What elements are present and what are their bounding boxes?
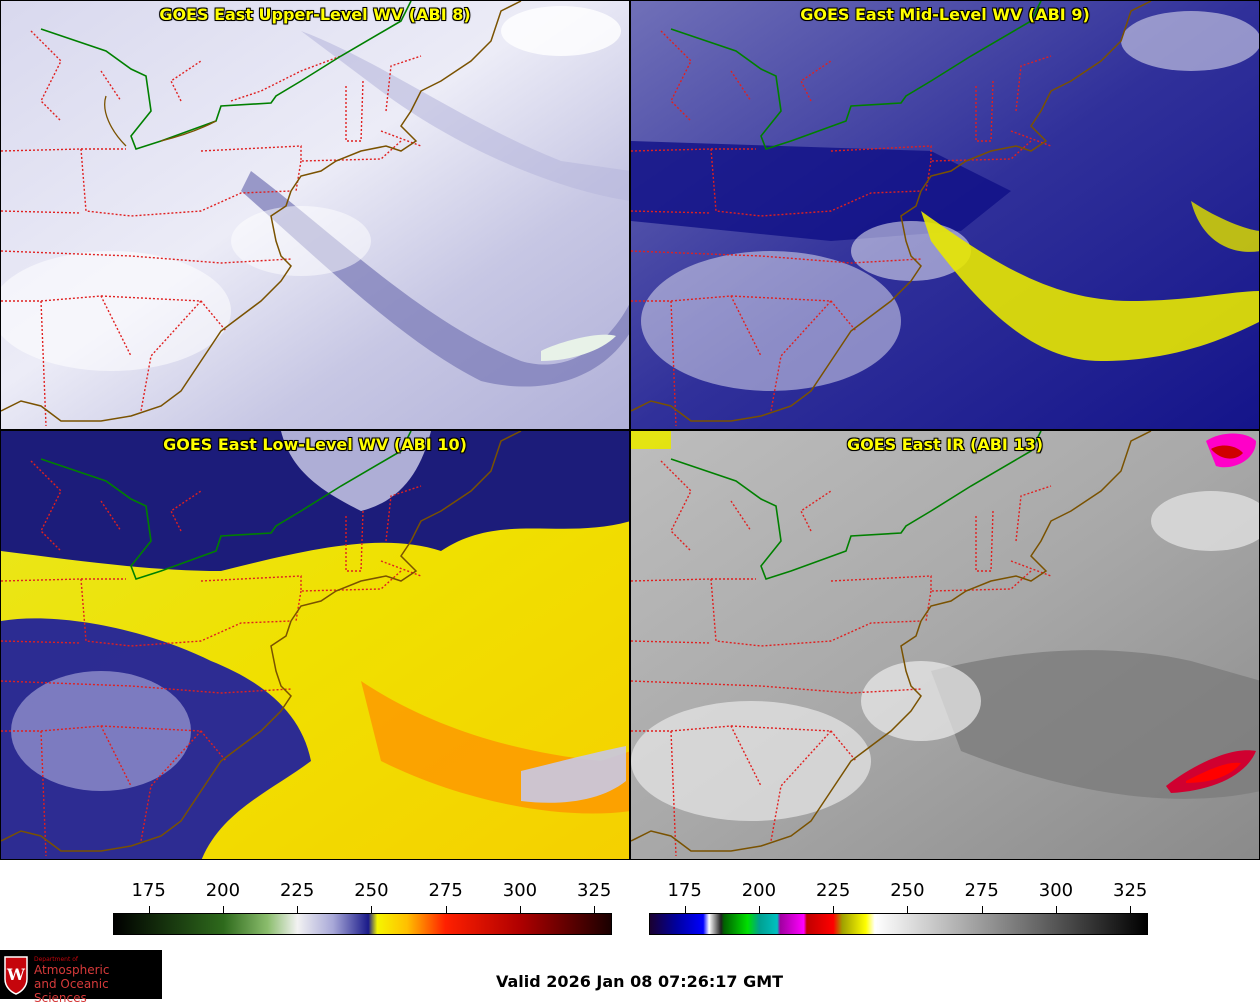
wv-tick-mark xyxy=(445,906,447,913)
ir-colorbar-gradient xyxy=(649,913,1148,935)
ir-tick-label: 250 xyxy=(890,880,925,901)
valid-time: Valid 2026 Jan 08 07:26:17 GMT xyxy=(496,972,784,991)
panel-title: GOES East Mid-Level WV (ABI 9) xyxy=(800,5,1090,24)
panel-title: GOES East IR (ABI 13) xyxy=(846,435,1044,454)
wv-tick-label: 225 xyxy=(279,880,315,901)
panel-low-level-wv: GOES East Low-Level WV (ABI 10) xyxy=(0,430,630,860)
wv-tick-label: 325 xyxy=(576,880,612,901)
wv-tick-mark xyxy=(222,906,224,913)
wv-tick-mark xyxy=(594,906,596,913)
panel-ir: GOES East IR (ABI 13) xyxy=(630,430,1260,860)
wv-tick-mark xyxy=(148,906,150,913)
coastline xyxy=(1,1,522,422)
low-level-wv-image xyxy=(1,431,629,859)
wv-tick-mark xyxy=(297,906,299,913)
state-borders xyxy=(1,30,422,427)
aos-logo: W Department of Atmospheric and Oceanic … xyxy=(0,950,162,1005)
ir-tick-mark xyxy=(1130,906,1132,913)
logo-oceanic: and Oceanic Sciences xyxy=(34,977,109,1005)
state-borders xyxy=(631,30,1052,427)
panel-title: GOES East Upper-Level WV (ABI 8) xyxy=(159,5,471,24)
coastline xyxy=(631,1,1152,422)
ir-tick-label: 300 xyxy=(1038,880,1074,901)
ir-colorbar-ticks: 175 200 225 250 275 300 325 xyxy=(649,878,1148,912)
ir-tick-mark xyxy=(907,906,909,913)
ir-tick-mark xyxy=(833,906,835,913)
panel-mid-level-wv: GOES East Mid-Level WV (ABI 9) xyxy=(630,0,1260,430)
ir-tick-label: 275 xyxy=(964,880,999,901)
panel-title: GOES East Low-Level WV (ABI 10) xyxy=(163,435,467,454)
uw-seal-icon: W xyxy=(4,956,28,995)
wv-colorbar-ticks: 175 200 225 250 275 300 325 xyxy=(113,878,612,912)
ir-tick-label: 175 xyxy=(667,880,702,901)
ir-tick-mark xyxy=(758,906,760,913)
seal-letter: W xyxy=(6,965,26,984)
ir-tick-label: 200 xyxy=(741,880,777,901)
logo-atmospheric: Atmospheric xyxy=(34,963,110,977)
panel-upper-level-wv: GOES East Upper-Level WV (ABI 8) xyxy=(0,0,630,430)
ir-tick-label: 325 xyxy=(1112,880,1148,901)
coastline xyxy=(1,431,522,852)
wv-tick-mark xyxy=(371,906,373,913)
state-borders xyxy=(631,460,1052,857)
national-border xyxy=(40,1,412,150)
wv-tick-label: 250 xyxy=(354,880,389,901)
ir-image xyxy=(631,431,1259,859)
wv-tick-label: 300 xyxy=(502,880,538,901)
wv-tick-mark xyxy=(519,906,521,913)
mid-level-wv-image xyxy=(631,1,1259,429)
wv-tick-label: 275 xyxy=(428,880,463,901)
national-border xyxy=(670,431,1042,580)
coastline xyxy=(631,431,1152,852)
national-border xyxy=(40,431,412,580)
ir-tick-mark xyxy=(684,906,686,913)
state-borders xyxy=(1,460,422,857)
upper-level-wv-image xyxy=(1,1,629,429)
logo-department: Department of xyxy=(34,956,78,963)
ir-tick-label: 225 xyxy=(815,880,851,901)
wv-tick-label: 175 xyxy=(131,880,166,901)
ir-tick-mark xyxy=(1055,906,1057,913)
ir-tick-mark xyxy=(981,906,983,913)
wv-colorbar-gradient xyxy=(113,913,612,935)
national-border xyxy=(670,1,1042,150)
wv-tick-label: 200 xyxy=(205,880,241,901)
